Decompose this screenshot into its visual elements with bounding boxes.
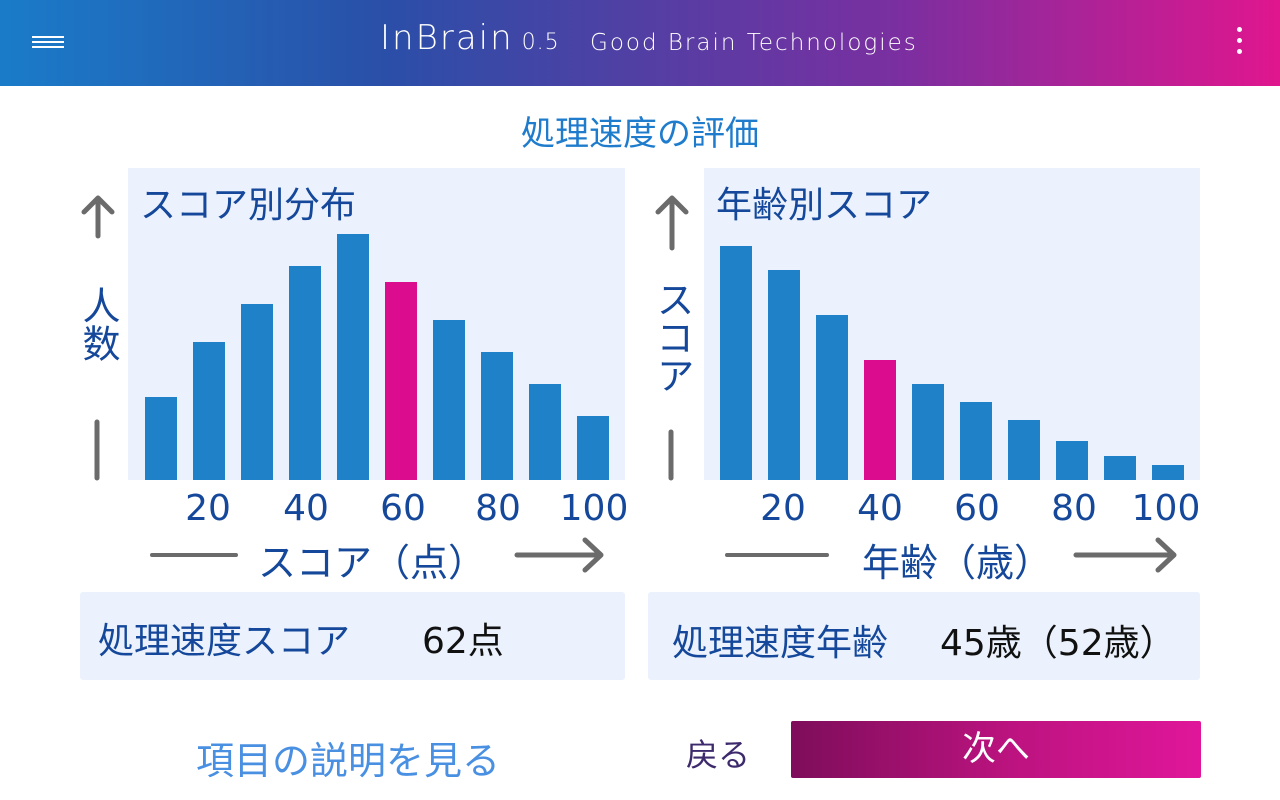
bar-60 <box>960 402 992 480</box>
bar-100 <box>577 416 609 480</box>
bar-30 <box>816 315 848 480</box>
bar-50 <box>337 233 369 480</box>
x-tick-label: 100 <box>1131 488 1201 529</box>
x-tick-label: 40 <box>283 488 329 529</box>
bar-60 <box>385 281 417 480</box>
age-score-title: 年齢別スコア <box>716 185 933 226</box>
item-explanation-link[interactable]: 項目の説明を見る <box>196 739 501 783</box>
company-name: Good Brain Technologies <box>590 30 918 56</box>
processing-speed-score-box: 処理速度スコア 62点 <box>80 592 625 680</box>
bar-70 <box>1008 420 1040 480</box>
app-version: 0.5 <box>521 30 560 55</box>
score-distribution-xlabel: スコア（点） <box>258 541 487 585</box>
bar-20 <box>768 270 800 480</box>
bar-90 <box>529 384 561 480</box>
bar-40 <box>289 265 321 480</box>
bar-10 <box>145 396 177 480</box>
hamburger-menu-icon[interactable] <box>32 36 64 50</box>
x-tick-label: 60 <box>380 488 426 529</box>
bar-10 <box>720 246 752 480</box>
x-axis-line-left <box>725 553 829 557</box>
bar-80 <box>481 352 513 480</box>
x-axis-right-arrow-icon <box>1073 537 1177 573</box>
x-tick-label: 20 <box>185 488 231 529</box>
x-axis-right-arrow-icon <box>514 537 604 573</box>
app-header: InBrain 0.5 Good Brain Technologies <box>0 0 1280 86</box>
x-axis-line-left <box>150 553 238 557</box>
back-button[interactable]: 戻る <box>686 736 751 774</box>
age-label: 処理速度年齢 <box>672 623 889 664</box>
bar-50 <box>912 384 944 480</box>
x-tick-label: 100 <box>559 488 629 529</box>
bar-100 <box>1152 465 1184 480</box>
bar-90 <box>1104 456 1136 480</box>
x-tick-label: 20 <box>760 488 806 529</box>
processing-speed-age-box: 処理速度年齢 45歳（52歳） <box>648 592 1200 680</box>
bar-20 <box>193 342 225 480</box>
bar-40 <box>864 360 896 480</box>
score-label: 処理速度スコア <box>98 621 351 662</box>
score-value: 62点 <box>422 621 504 662</box>
app-name: InBrain <box>380 18 514 58</box>
x-tick-label: 60 <box>954 488 1000 529</box>
page-title: 処理速度の評価 <box>521 114 759 154</box>
x-tick-label: 80 <box>475 488 521 529</box>
age-value: 45歳（52歳） <box>940 623 1176 664</box>
y-axis-line <box>94 419 100 481</box>
y-axis-up-arrow-icon <box>81 195 115 239</box>
x-tick-label: 40 <box>857 488 903 529</box>
score-distribution-title: スコア別分布 <box>140 185 357 226</box>
age-score-xlabel: 年齢（歳） <box>862 541 1053 585</box>
bar-80 <box>1056 441 1088 480</box>
score-distribution-ylabel: 人数 <box>76 286 120 362</box>
bar-70 <box>433 320 465 480</box>
age-score-ylabel: スコア <box>650 280 694 394</box>
next-button[interactable]: 次へ <box>791 721 1201 778</box>
bar-30 <box>241 304 273 480</box>
more-vertical-icon[interactable] <box>1228 26 1250 58</box>
y-axis-line <box>668 429 674 481</box>
app-title: InBrain 0.5 <box>380 18 560 58</box>
y-axis-up-arrow-icon <box>655 195 689 251</box>
x-tick-label: 80 <box>1051 488 1097 529</box>
